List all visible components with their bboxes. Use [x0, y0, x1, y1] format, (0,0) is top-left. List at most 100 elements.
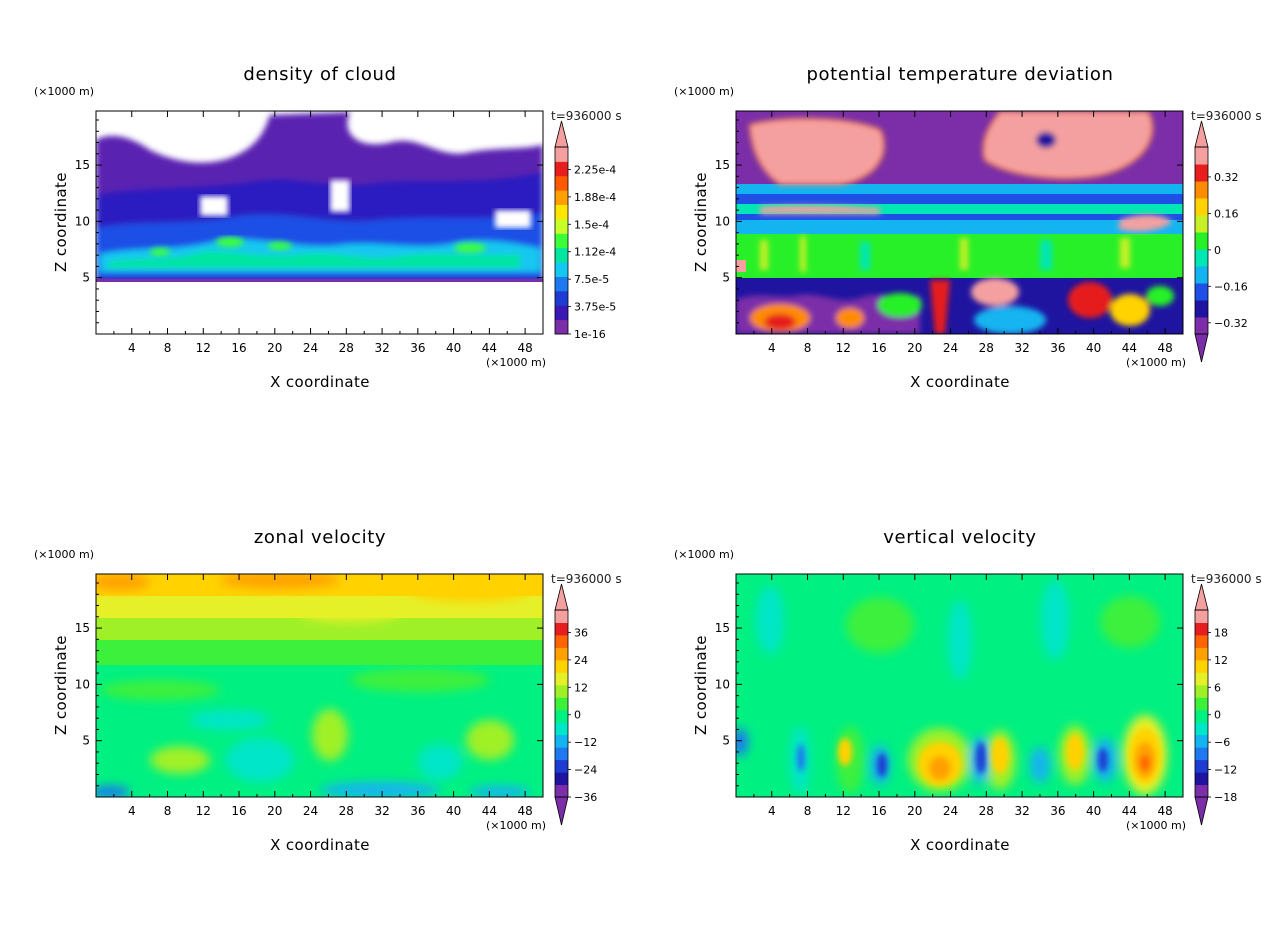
colorbar-segment: [555, 672, 568, 686]
colorbar-segment: [1195, 747, 1208, 761]
y-tick-label: 10: [715, 677, 730, 691]
x-tick-label: 4: [128, 341, 136, 355]
x-tick-label: 48: [1157, 804, 1172, 818]
colorbar-segment: [555, 305, 568, 321]
x-tick-label: 20: [907, 341, 922, 355]
x-axis-label: X coordinate: [910, 836, 1010, 854]
colorbar-min-arrow: [1194, 796, 1209, 826]
plot-frame: [95, 573, 544, 798]
x-tick-label: 44: [1122, 341, 1137, 355]
colorbar-label: 12: [574, 681, 588, 694]
time-label: t=936000 s: [1191, 109, 1262, 123]
colorbar-segment: [1195, 215, 1208, 233]
y-tick-label: 10: [715, 214, 730, 228]
colorbar-segment: [555, 175, 568, 191]
colorbar-label: −12: [1214, 764, 1237, 777]
y-tick-label: 5: [82, 734, 90, 748]
colorbar-segment: [555, 161, 568, 177]
x-tick-label: 24: [943, 804, 958, 818]
x-tick-label: 4: [768, 341, 776, 355]
colorbar-frame: [1194, 609, 1209, 798]
colorbar-segment: [1195, 181, 1208, 199]
colorbar-segment: [555, 784, 568, 798]
colorbar-segment: [1195, 647, 1208, 661]
x-tick-label: 44: [482, 341, 497, 355]
x-tick-label: 16: [231, 341, 246, 355]
plot-frame: [735, 573, 1184, 798]
colorbar-segment: [1195, 697, 1208, 711]
colorbar-segment: [555, 722, 568, 736]
x-tick-label: 44: [482, 804, 497, 818]
colorbar-label: 0.32: [1214, 171, 1239, 184]
colorbar-label: 2.25e-4: [574, 163, 616, 176]
colorbar-segment: [555, 634, 568, 648]
colorbar-label: −18: [1214, 791, 1237, 804]
plot-field: [736, 111, 1183, 334]
colorbar-label: −36: [574, 791, 597, 804]
plot-field: [736, 574, 1183, 797]
x-tick-label: 16: [871, 804, 886, 818]
colorbar-segment: [1195, 317, 1208, 335]
x-tick-label: 32: [374, 804, 389, 818]
colorbar-label: −0.32: [1214, 317, 1248, 330]
x-tick-label: 8: [804, 804, 812, 818]
colorbar-segment: [1195, 622, 1208, 636]
panel-density-of-cloud: density of cloud (×1000 m) t=936000 s: [34, 64, 622, 391]
plot-frame: [95, 110, 544, 335]
colorbar-label: 1e-16: [574, 328, 606, 341]
x-tick-label: 32: [1014, 804, 1029, 818]
x-tick-label: 36: [410, 804, 425, 818]
colorbar-label: 0: [1214, 244, 1221, 257]
x-tick-label: 32: [1014, 341, 1029, 355]
colorbar-segment: [1195, 659, 1208, 673]
y-tick-label: 15: [715, 621, 730, 635]
colorbar-segment: [555, 262, 568, 277]
x-tick-label: 28: [339, 804, 354, 818]
time-label: t=936000 s: [551, 572, 622, 586]
x-tick-label: 28: [979, 341, 994, 355]
colorbar-label: −0.16: [1214, 280, 1248, 293]
y-unit-label: (×1000 m): [34, 548, 94, 561]
colorbar-segment: [555, 319, 568, 335]
colorbar-max-arrow: [1194, 583, 1209, 611]
y-axis-label: Z coordinate: [52, 172, 70, 272]
y-axis-label: Z coordinate: [52, 635, 70, 735]
y-axis-label: Z coordinate: [692, 172, 710, 272]
y-tick-label: 5: [82, 271, 90, 285]
x-tick-label: 44: [1122, 804, 1137, 818]
colorbar-label: 1.88e-4: [574, 191, 616, 204]
x-tick-label: 40: [1086, 341, 1101, 355]
colorbar-label: 0: [574, 709, 581, 722]
colorbar-min-arrow: [554, 796, 569, 826]
x-tick-label: 8: [804, 341, 812, 355]
x-tick-label: 20: [267, 341, 282, 355]
colorbar-segment: [555, 697, 568, 711]
colorbar-label: 24: [574, 654, 588, 667]
y-tick-label: 10: [75, 677, 90, 691]
colorbar-label: 18: [1214, 626, 1228, 639]
colorbar-segment: [555, 247, 568, 263]
colorbar-label: 0: [1214, 709, 1221, 722]
y-tick-label: 15: [715, 158, 730, 172]
colorbar-frame: [554, 146, 569, 335]
colorbar-max-arrow: [1194, 120, 1209, 148]
colorbar-segment: [555, 684, 568, 698]
colorbar-frame: [1194, 146, 1209, 335]
x-unit-label: (×1000 m): [486, 819, 546, 832]
x-tick-label: 20: [907, 804, 922, 818]
panel-vertical-velocity: vertical velocity (×1000 m) t=936000 s: [674, 527, 1262, 854]
colorbar-label: 12: [1214, 654, 1228, 667]
x-tick-label: 12: [836, 804, 851, 818]
colorbar-segment: [1195, 300, 1208, 318]
panel-potential-temperature-deviation: potential temperature deviation (×1000 m…: [674, 64, 1262, 391]
time-label: t=936000 s: [1191, 572, 1262, 586]
chart-title: density of cloud: [243, 64, 396, 85]
colorbar-segment: [1195, 147, 1208, 165]
chart-title: vertical velocity: [883, 527, 1036, 548]
x-tick-label: 4: [768, 804, 776, 818]
colorbar-label: 1.5e-4: [574, 218, 609, 231]
colorbar-segment: [1195, 672, 1208, 686]
x-tick-label: 48: [1157, 341, 1172, 355]
y-unit-label: (×1000 m): [34, 85, 94, 98]
